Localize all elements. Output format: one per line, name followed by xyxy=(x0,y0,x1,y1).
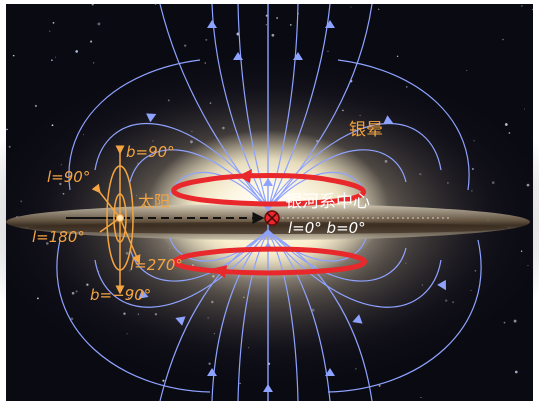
field-loop xyxy=(94,122,269,206)
upper-rotation-ring xyxy=(171,173,367,207)
field-line xyxy=(267,3,373,211)
star xyxy=(265,23,268,26)
field-arc xyxy=(327,239,482,393)
field-loop xyxy=(169,229,269,262)
galactic-center-label: 银河系中心 xyxy=(285,192,370,212)
star xyxy=(205,38,208,41)
star xyxy=(49,30,51,32)
field-line xyxy=(159,231,269,402)
l270-pointer xyxy=(119,217,141,265)
star xyxy=(97,22,101,26)
center-coordinates-label: l=0° b=0° xyxy=(288,219,366,237)
field-line xyxy=(267,231,299,402)
arrow-left-icon xyxy=(352,314,363,324)
arrow-down-icon xyxy=(233,52,243,60)
field-line xyxy=(159,3,269,211)
sun-label: 太阳 xyxy=(138,192,170,211)
arrow-down-icon xyxy=(207,20,217,28)
galactic-center-cross xyxy=(266,212,278,224)
field-arc xyxy=(56,239,211,393)
star xyxy=(184,44,187,47)
field-loop xyxy=(267,231,442,308)
arrow-down-icon xyxy=(437,279,446,291)
arrow-right-icon xyxy=(383,115,394,125)
field-line xyxy=(237,231,269,402)
star xyxy=(513,319,517,323)
field-line xyxy=(267,231,373,402)
field-loop xyxy=(267,229,367,262)
star xyxy=(52,22,55,24)
star xyxy=(93,62,95,64)
l90-pointer xyxy=(91,183,121,219)
arrow-right-icon xyxy=(146,113,157,123)
star xyxy=(154,3,157,5)
star xyxy=(502,38,504,41)
arrow-down-icon xyxy=(263,384,273,392)
star xyxy=(466,70,468,71)
arrow-down-icon xyxy=(293,52,303,60)
arrow-down-icon xyxy=(325,20,335,28)
field-loop xyxy=(267,229,407,282)
field-line xyxy=(237,3,269,211)
star xyxy=(271,33,275,37)
arrow-down-icon xyxy=(263,178,273,186)
star xyxy=(12,54,15,57)
arrow-left-icon xyxy=(138,289,149,299)
field-arc xyxy=(68,59,201,191)
field-loop xyxy=(129,149,269,209)
coordinate-meridian xyxy=(106,165,134,271)
l-90-label: l=90° xyxy=(47,168,90,186)
field-line xyxy=(267,3,331,211)
star xyxy=(531,9,533,11)
star xyxy=(75,50,79,53)
lower-rotation-ring xyxy=(172,246,367,276)
l-180-label: l=180° xyxy=(32,228,85,246)
field-arrows xyxy=(138,20,446,392)
star xyxy=(521,5,523,7)
star xyxy=(514,370,518,374)
lower-rotation-arrow-icon xyxy=(212,265,228,278)
field-loop xyxy=(94,231,269,308)
star xyxy=(55,56,56,58)
field-arc xyxy=(337,59,470,191)
coordinate-circle xyxy=(113,193,127,243)
star xyxy=(91,3,94,6)
star xyxy=(6,128,8,131)
star xyxy=(378,8,380,10)
field-line xyxy=(267,3,299,211)
star xyxy=(289,23,292,26)
star xyxy=(51,59,53,62)
star xyxy=(396,55,399,57)
star xyxy=(378,384,381,387)
halo-label: 银晕 xyxy=(349,120,383,140)
upper-rotation-arrow-icon xyxy=(238,169,252,183)
sun-marker xyxy=(116,214,124,222)
l180-pointer xyxy=(99,217,121,233)
star xyxy=(34,104,37,107)
labels: 银晕 太阳 银河系中心 l=0° b=0° b=90° b=−90° l=90°… xyxy=(32,120,383,304)
star xyxy=(265,14,268,17)
arrow-left-icon xyxy=(175,316,186,326)
rotation-arrows xyxy=(171,173,367,276)
field-loop xyxy=(267,149,407,209)
field-line xyxy=(211,3,269,211)
star xyxy=(523,108,525,110)
arrow-down-icon xyxy=(325,368,335,376)
star xyxy=(350,6,352,8)
star xyxy=(420,396,422,399)
arrow-down-icon xyxy=(207,368,217,376)
l-270-label: l=270° xyxy=(130,256,183,274)
star xyxy=(90,40,93,43)
b-south-label: b=−90° xyxy=(90,286,151,304)
b-north-label: b=90° xyxy=(126,143,175,161)
star xyxy=(276,17,278,19)
